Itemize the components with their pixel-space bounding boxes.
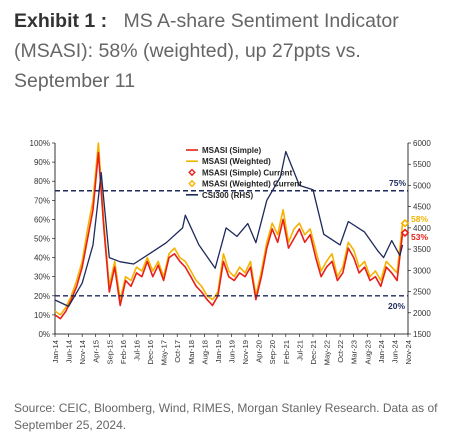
x-tick-label: Apr-15: [92, 340, 101, 363]
source-note: Source: CEIC, Bloomberg, Wind, RIMES, Mo…: [14, 401, 438, 432]
legend-item-0-label: MSASI (Simple): [202, 146, 261, 155]
x-tick-label: Aug-18: [200, 340, 209, 365]
right-tick-label: 5000: [413, 181, 431, 190]
x-tick-label: Oct-17: [173, 340, 182, 363]
left-tick-label: 10%: [34, 311, 50, 320]
left-tick-label: 60%: [34, 215, 50, 224]
x-tick-label: May-17: [160, 340, 169, 365]
x-tick-label: Sep-15: [105, 340, 114, 365]
right-tick-label: 6000: [413, 139, 431, 148]
exhibit-title-text: MS A-share Sentiment Indicator (MSASI): …: [14, 10, 399, 92]
reference-label-20: 20%: [388, 301, 405, 311]
right-tick-label: 2000: [413, 309, 431, 318]
exhibit-label: Exhibit 1 :: [14, 10, 108, 32]
x-tick-label: Jul-16: [132, 340, 141, 361]
x-tick-label: Jul-21: [295, 340, 304, 361]
left-tick-label: 50%: [34, 235, 50, 244]
x-tick-label: Oct-22: [336, 340, 345, 363]
msasi-simple-line: [54, 151, 404, 320]
simple-current-label: 53%: [411, 232, 428, 242]
left-tick-label: 100%: [30, 139, 50, 148]
csi300-line: [54, 150, 404, 308]
x-tick-label: Sep-20: [268, 340, 277, 365]
left-tick-label: 30%: [34, 273, 50, 282]
legend-item-1-label: MSASI (Weighted): [202, 157, 271, 166]
legend-item-3-swatch: [188, 179, 196, 188]
x-tick-label: Mar-23: [350, 340, 359, 364]
x-tick-label: Jun-19: [228, 340, 237, 363]
left-tick-label: 90%: [34, 158, 50, 167]
left-tick-label: 80%: [34, 177, 50, 186]
legend-item-3-label: MSASI (Weighted) Current: [202, 180, 302, 189]
legend-item-2-label: MSASI (Simple) Current: [202, 168, 293, 177]
right-tick-label: 4500: [413, 203, 431, 212]
right-tick-label: 5500: [413, 160, 431, 169]
right-tick-label: 3000: [413, 266, 431, 275]
right-tick-label: 2500: [413, 288, 431, 297]
x-tick-label: Apr-20: [255, 340, 264, 363]
x-tick-label: Feb-21: [282, 340, 291, 364]
x-tick-label: Jun-14: [65, 340, 74, 363]
x-tick-label: Dec-21: [309, 340, 318, 364]
left-tick-label: 0%: [38, 330, 50, 339]
right-tick-label: 4000: [413, 224, 431, 233]
reference-label-75: 75%: [389, 178, 406, 188]
x-tick-label: Jan-24: [377, 340, 386, 363]
right-tick-label: 1500: [413, 330, 431, 339]
x-tick-label: Dec-16: [146, 340, 155, 364]
x-tick-label: Nov-19: [241, 340, 250, 364]
x-tick-label: Jan-14: [51, 340, 60, 363]
left-tick-label: 20%: [34, 292, 50, 301]
x-tick-label: Jan-19: [214, 340, 223, 363]
x-tick-label: Aug-23: [363, 340, 372, 365]
x-tick-label: Nov-24: [404, 340, 413, 364]
x-tick-label: May-22: [323, 340, 332, 365]
chart-title: Exhibit 1 : MS A-share Sentiment Indicat…: [14, 6, 454, 96]
legend-item-2-swatch: [188, 168, 196, 177]
simple-current-marker: [400, 228, 410, 238]
legend-item-4-label: CSI300 (RHS): [202, 191, 253, 200]
x-tick-label: Mar-18: [187, 340, 196, 364]
msasi-weighted-line: [54, 142, 404, 316]
plot-area: 0% 10% 20% 30% 40% 50% 60% 70% 80% 90% 100% 1500 200…: [30, 139, 432, 365]
x-tick-label: Nov-14: [78, 340, 87, 364]
x-tick-label: Jun-24: [390, 340, 399, 363]
x-tick-label: Feb-16: [119, 340, 128, 364]
sentiment-chart: 0% 10% 20% 30% 40% 50% 60% 70% 80% 90% 100% 1500 200…: [30, 139, 432, 365]
weighted-current-marker: [400, 218, 410, 228]
weighted-current-label: 58%: [411, 214, 428, 224]
left-tick-label: 40%: [34, 254, 50, 263]
right-tick-label: 3500: [413, 245, 431, 254]
left-tick-label: 70%: [34, 196, 50, 205]
